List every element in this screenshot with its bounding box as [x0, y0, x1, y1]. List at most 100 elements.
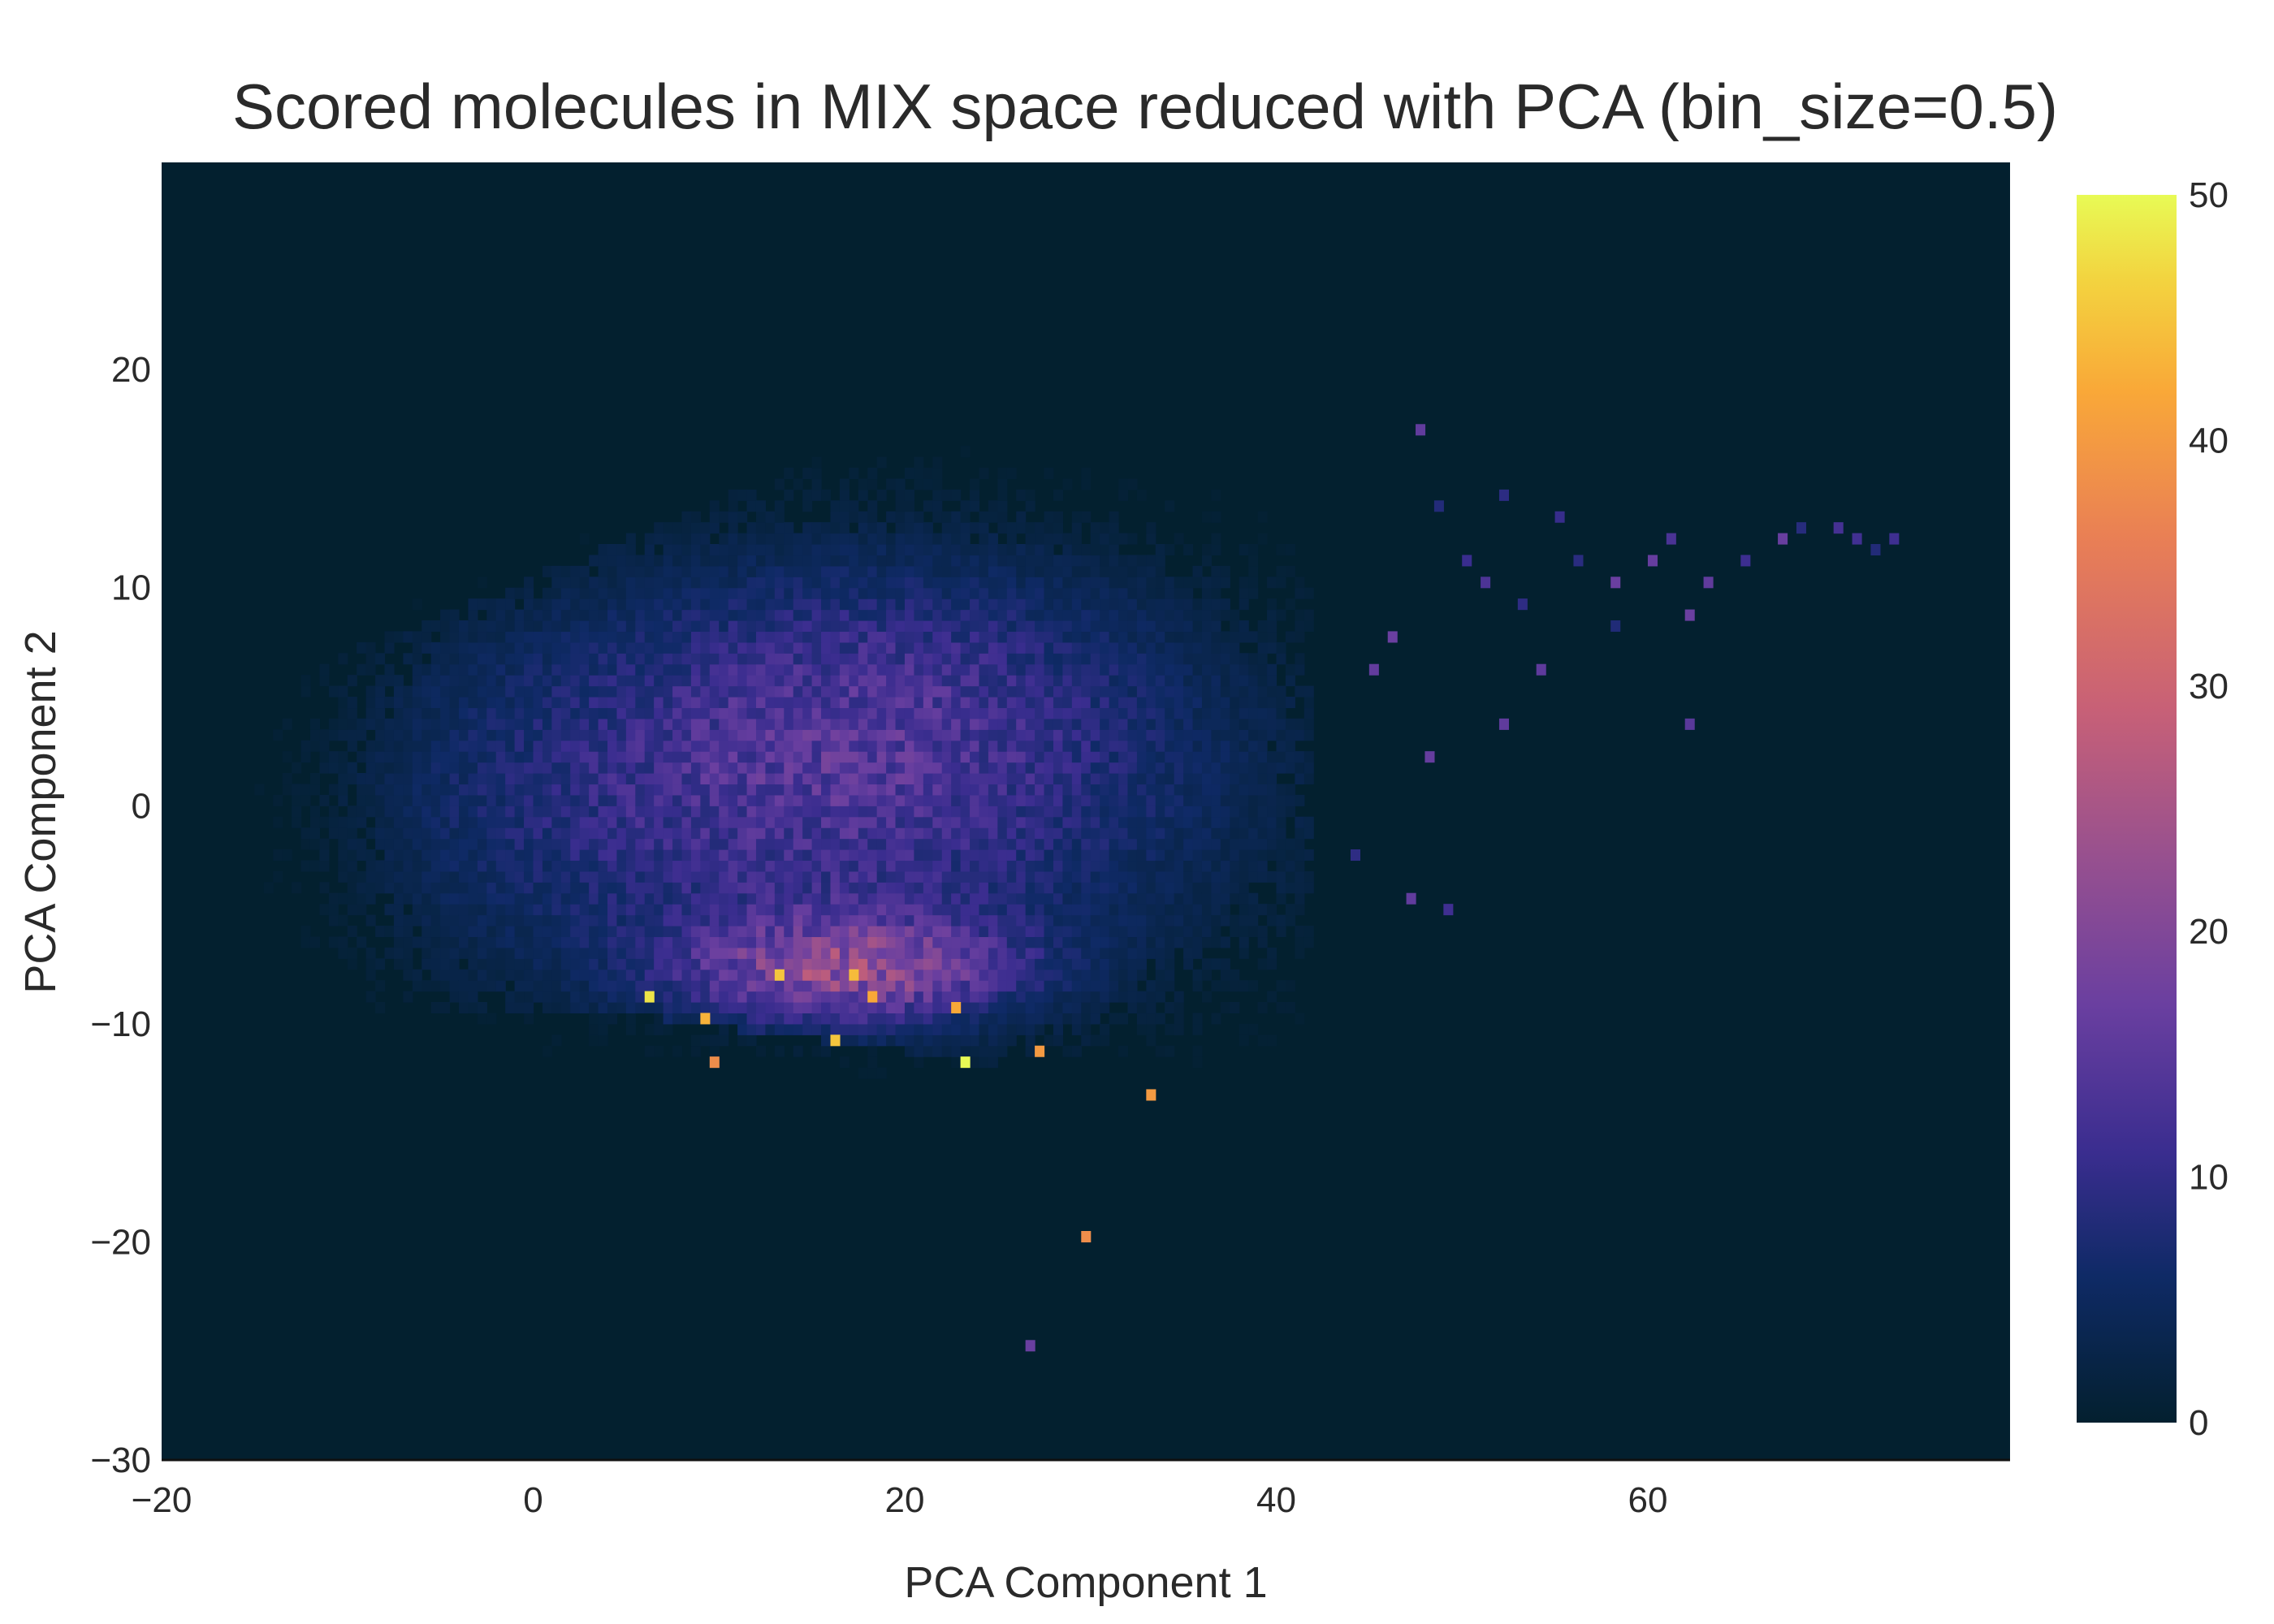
heatmap-cell: [746, 926, 757, 938]
heatmap-cell: [876, 620, 887, 633]
heatmap-cell: [1006, 565, 1017, 577]
heatmap-cell: [607, 751, 618, 763]
heatmap-cell: [997, 663, 1008, 676]
heatmap-cell: [1267, 762, 1278, 774]
heatmap-cell: [886, 860, 897, 872]
heatmap-cell: [951, 675, 962, 687]
heatmap-cell: [951, 489, 962, 501]
heatmap-cell: [1220, 838, 1230, 850]
heatmap-cell: [793, 740, 803, 752]
heatmap-cell: [663, 969, 673, 981]
heatmap-cell: [932, 860, 943, 872]
heatmap-cell: [849, 1023, 859, 1035]
heatmap-cell: [1090, 620, 1100, 633]
heatmap-cell: [970, 609, 980, 621]
heatmap-cell: [625, 697, 636, 709]
heatmap-cell: [793, 806, 803, 818]
heatmap-cell: [607, 991, 618, 1003]
heatmap-cell: [839, 958, 850, 970]
heatmap-cell: [895, 522, 906, 534]
heatmap-cell: [1220, 980, 1230, 992]
heatmap-cell: [579, 936, 590, 948]
heatmap-cell: [765, 969, 776, 981]
heatmap-cell: [876, 991, 887, 1003]
heatmap-cell: [644, 838, 655, 850]
heatmap-cell: [988, 991, 998, 1003]
heatmap-cell: [895, 587, 906, 599]
heatmap-cell: [1211, 631, 1221, 643]
heatmap-cell: [1118, 707, 1129, 719]
heatmap-cell: [1025, 1045, 1035, 1057]
heatmap-cell: [1183, 914, 1194, 926]
heatmap-cell: [616, 958, 627, 970]
heatmap-cell: [1276, 544, 1286, 556]
heatmap-cell: [904, 577, 915, 589]
heatmap-cell: [468, 849, 478, 862]
heatmap-cell: [979, 1045, 989, 1057]
heatmap-cell: [951, 958, 962, 970]
heatmap-cell: [709, 882, 720, 894]
heatmap-cell: [1006, 598, 1017, 611]
heatmap-cell: [1295, 773, 1305, 785]
heatmap-cell: [1035, 729, 1045, 741]
heatmap-cell: [802, 849, 813, 862]
heatmap-cell: [1081, 806, 1092, 818]
heatmap-cell: [1053, 697, 1064, 709]
heatmap-cell: [1248, 806, 1259, 818]
heatmap-cell: [1303, 936, 1314, 948]
heatmap-cell: [375, 1002, 386, 1014]
heatmap-cell: [839, 1002, 850, 1014]
heatmap-cell: [728, 784, 738, 796]
heatmap-cell: [709, 926, 720, 938]
heatmap-cell: [560, 751, 571, 763]
heatmap-cell: [997, 870, 1008, 883]
heatmap-cell: [635, 980, 646, 992]
heatmap-cell: [895, 500, 906, 512]
heatmap-cell: [904, 936, 915, 948]
heatmap-cell: [970, 969, 980, 981]
heatmap-cell: [858, 641, 868, 654]
heatmap-cell: [551, 806, 562, 818]
heatmap-cell: [430, 870, 441, 883]
heatmap-cell: [1498, 489, 1509, 501]
heatmap-cell: [1155, 936, 1165, 948]
heatmap-cell: [393, 751, 404, 763]
heatmap-cell: [830, 609, 841, 621]
heatmap-cell: [970, 773, 980, 785]
heatmap-cell: [988, 685, 998, 698]
heatmap-cell: [1276, 849, 1286, 862]
heatmap-cell: [802, 936, 813, 948]
heatmap-cell: [811, 620, 822, 633]
heatmap-cell: [1174, 794, 1184, 806]
heatmap-cell: [1146, 773, 1156, 785]
heatmap-cell: [690, 751, 701, 763]
plot-area[interactable]: [162, 162, 2010, 1462]
heatmap-cell: [681, 653, 692, 665]
heatmap-cell: [663, 577, 673, 589]
heatmap-cell: [551, 969, 562, 981]
heatmap-cell: [542, 794, 552, 806]
heatmap-cell: [505, 794, 516, 806]
heatmap-cell: [1211, 533, 1221, 545]
heatmap-cell: [384, 729, 395, 741]
heatmap-cell: [468, 718, 478, 730]
heatmap-cell: [709, 1002, 720, 1014]
heatmap-cell: [932, 598, 943, 611]
heatmap-cell: [914, 456, 924, 469]
heatmap-cell: [941, 697, 952, 709]
heatmap-cell: [858, 544, 868, 556]
heatmap-cell: [542, 751, 552, 763]
heatmap-cell: [858, 707, 868, 719]
heatmap-cell: [709, 816, 720, 828]
heatmap-cell: [895, 849, 906, 862]
heatmap-cell: [1155, 773, 1165, 785]
heatmap-cell: [1006, 620, 1017, 633]
heatmap-cell: [979, 980, 989, 992]
heatmap-cell: [1044, 870, 1054, 883]
heatmap-cell: [1053, 784, 1064, 796]
heatmap-cell: [821, 620, 832, 633]
heatmap-cell: [495, 816, 506, 828]
heatmap-cell: [486, 816, 497, 828]
heatmap-cell: [923, 784, 933, 796]
heatmap-cell: [1053, 663, 1064, 676]
